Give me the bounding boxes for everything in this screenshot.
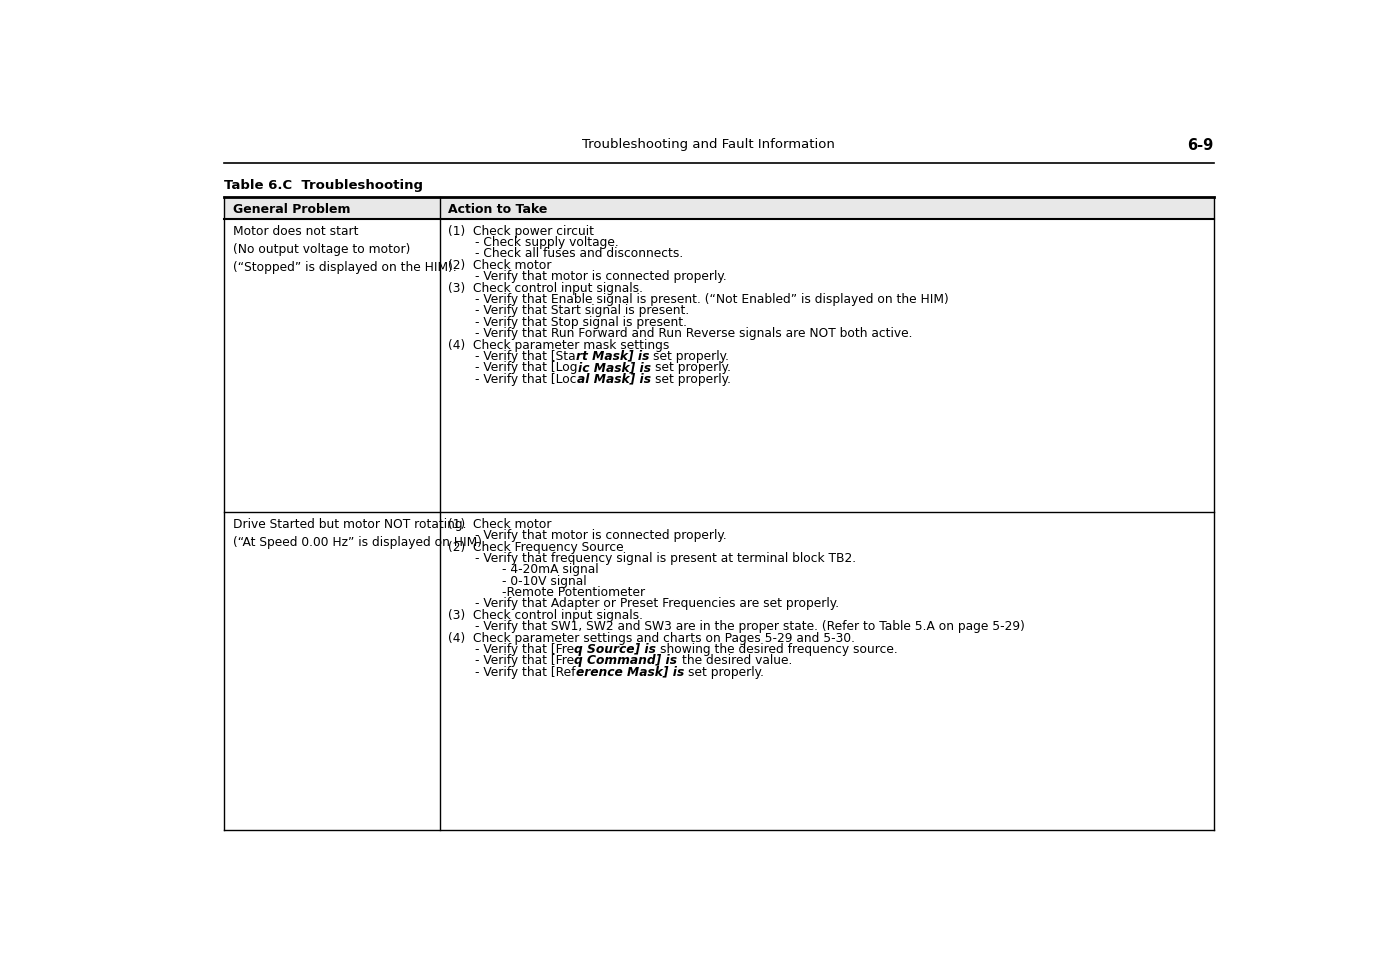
Text: showing the desired frequency source.: showing the desired frequency source. (661, 642, 898, 656)
Text: - Verify that Adapter or Preset Frequencies are set properly.: - Verify that Adapter or Preset Frequenc… (475, 597, 839, 610)
Text: erence Mask] is: erence Mask] is (576, 665, 688, 679)
Text: (2)  Check motor: (2) Check motor (449, 258, 551, 272)
Text: set properly.: set properly. (654, 350, 730, 362)
Text: (3)  Check control input signals.: (3) Check control input signals. (449, 608, 644, 621)
Text: - Check all fuses and disconnects.: - Check all fuses and disconnects. (475, 247, 684, 260)
Text: - Verify that Stop signal is present.: - Verify that Stop signal is present. (475, 315, 687, 329)
Text: set properly.: set properly. (655, 361, 731, 374)
Text: set properly.: set properly. (655, 373, 731, 385)
Text: - Verify that motor is connected properly.: - Verify that motor is connected properl… (475, 270, 727, 283)
Text: - Verify that Run Forward and Run Reverse signals are NOT both active.: - Verify that Run Forward and Run Revers… (475, 327, 912, 340)
Text: - Verify that motor is connected properly.: - Verify that motor is connected properl… (475, 529, 727, 541)
Text: (2)  Check Frequency Source: (2) Check Frequency Source (449, 540, 625, 553)
Text: q Command] is: q Command] is (575, 654, 681, 667)
Text: q Source] is: q Source] is (575, 642, 661, 656)
Text: (4)  Check parameter mask settings: (4) Check parameter mask settings (449, 338, 670, 351)
Text: - Verify that [Fre: - Verify that [Fre (475, 642, 575, 656)
Text: -Remote Potentiometer: -Remote Potentiometer (502, 585, 645, 598)
Text: Table 6.C  Troubleshooting: Table 6.C Troubleshooting (224, 179, 423, 192)
Bar (224, 198, 1213, 220)
Text: Drive Started but motor NOT rotating.
(“At Speed 0.00 Hz” is displayed on HIM).: Drive Started but motor NOT rotating. (“… (232, 517, 485, 548)
Text: - Verify that Enable signal is present. (“Not Enabled” is displayed on the HIM): - Verify that Enable signal is present. … (475, 293, 949, 306)
Text: Troubleshooting and Fault Information: Troubleshooting and Fault Information (582, 138, 835, 151)
Text: - Verify that [Sta: - Verify that [Sta (475, 350, 576, 362)
Text: the desired value.: the desired value. (681, 654, 792, 667)
Text: - Verify that Start signal is present.: - Verify that Start signal is present. (475, 304, 690, 317)
Text: - Verify that [Ref: - Verify that [Ref (475, 665, 576, 679)
Text: - Verify that [Fre: - Verify that [Fre (475, 654, 575, 667)
Text: (1)  Check power circuit: (1) Check power circuit (449, 225, 594, 237)
Text: General Problem: General Problem (232, 203, 350, 215)
Text: (3)  Check control input signals.: (3) Check control input signals. (449, 281, 644, 294)
Text: - Check supply voltage.: - Check supply voltage. (475, 235, 619, 249)
Text: set properly.: set properly. (688, 665, 764, 679)
Text: ic Mask] is: ic Mask] is (578, 361, 655, 374)
Text: (1)  Check motor: (1) Check motor (449, 517, 551, 530)
Text: - Verify that [Loc: - Verify that [Loc (475, 373, 576, 385)
Text: al Mask] is: al Mask] is (576, 373, 655, 385)
Text: Motor does not start
(No output voltage to motor)
(“Stopped” is displayed on the: Motor does not start (No output voltage … (232, 225, 456, 274)
Text: - 0-10V signal: - 0-10V signal (502, 574, 586, 587)
Text: Action to Take: Action to Take (449, 203, 547, 215)
Text: - Verify that SW1, SW2 and SW3 are in the proper state. (Refer to Table 5.A on p: - Verify that SW1, SW2 and SW3 are in th… (475, 619, 1025, 633)
Text: rt Mask] is: rt Mask] is (576, 350, 654, 362)
Text: (4)  Check parameter settings and charts on Pages 5-29 and 5-30.: (4) Check parameter settings and charts … (449, 631, 855, 644)
Text: 6-9: 6-9 (1187, 138, 1213, 152)
Text: - Verify that [Log: - Verify that [Log (475, 361, 578, 374)
Text: - Verify that frequency signal is present at terminal block TB2.: - Verify that frequency signal is presen… (475, 552, 857, 564)
Text: - 4-20mA signal: - 4-20mA signal (502, 562, 598, 576)
